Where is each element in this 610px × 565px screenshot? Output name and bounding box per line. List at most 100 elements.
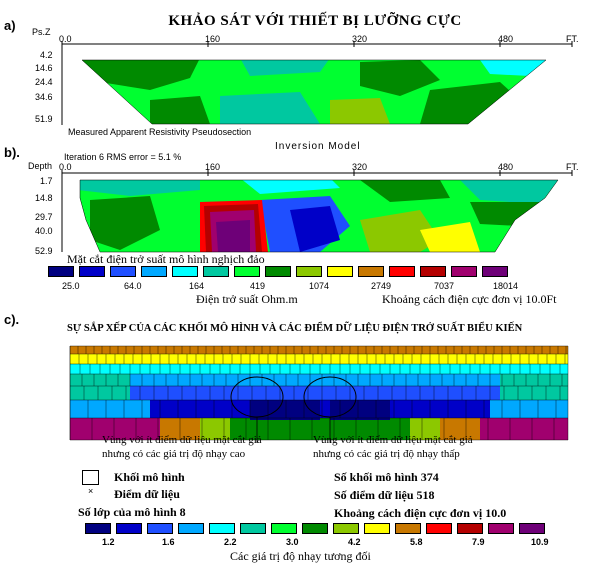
sensitivity-scale-title: Các giá trị độ nhạy tương đối	[230, 549, 371, 563]
legend-data-point: Điểm dữ liệu	[114, 487, 180, 501]
resistivity-label-8: 18014	[493, 281, 519, 291]
panel-a-depth-header: Ps.Z	[32, 27, 51, 37]
legend-model-block: Khối mô hình	[114, 470, 185, 484]
panel-c-title: SỰ SẮP XẾP CỦA CÁC KHỐI MÔ HÌNH VÀ CÁC Đ…	[67, 323, 523, 334]
resistivity-label-5: 1074	[309, 281, 330, 291]
panel-b-iteration: Iteration 6 RMS error = 5.1 %	[64, 152, 182, 162]
panel-b-xtick-1: 160	[205, 162, 221, 172]
panel-b-xunit: FT.	[566, 162, 579, 172]
annotation-left-line-2: nhưng có các giá trị độ nhạy cao	[102, 448, 246, 460]
annotation-right-line-1: Vùng với ít điểm dữ liệu mặt cắt giả	[313, 434, 473, 446]
panel-c-tag: c).	[4, 312, 20, 327]
resistivity-swatch-15	[482, 266, 508, 277]
panel-a: a) KHẢO SÁT VỚI THIẾT BỊ LƯỠNG CỰC Ps.Z …	[0, 0, 610, 140]
sensitivity-swatch-15	[519, 523, 545, 534]
sensitivity-swatch-2	[116, 523, 142, 534]
panel-c: c). SỰ SẮP XẾP CỦA CÁC KHỐI MÔ HÌNH VÀ C…	[0, 310, 610, 565]
sensitivity-swatch-8	[302, 523, 328, 534]
resistivity-label-6: 2749	[371, 281, 392, 291]
panel-a-xunit: FT.	[566, 34, 579, 44]
panel-b-title: Inversion Model	[275, 141, 361, 152]
panel-a-heatmap	[82, 60, 546, 124]
panel-b-xtick-2: 320	[352, 162, 368, 172]
panel-b-depth-3: 40.0	[35, 226, 53, 236]
resistivity-swatch-8	[265, 266, 291, 277]
sensitivity-swatch-1	[85, 523, 111, 534]
sensitivity-label-3: 2.2	[224, 537, 237, 547]
resistivity-swatch-3	[110, 266, 136, 277]
model-block-legend-icon	[82, 470, 99, 485]
panel-a-title: KHẢO SÁT VỚI THIẾT BỊ LƯỠNG CỰC	[168, 13, 462, 29]
panel-a-depth-4: 51.9	[35, 114, 53, 124]
panel-b-depth-1: 14.8	[35, 193, 53, 203]
panel-b-section-title: Mặt cắt điện trở suất mô hình nghịch đảo	[67, 252, 265, 266]
panel-a-xtick-2: 320	[352, 34, 368, 44]
sensitivity-swatch-14	[488, 523, 514, 534]
panel-a-depth-3: 34.6	[35, 92, 53, 102]
annotation-right-line-2: nhưng có các giá trị độ nhạy thấp	[313, 448, 460, 460]
spacing-label: Khoảng cách điện cực đơn vị 10.0	[334, 506, 507, 520]
sensitivity-swatch-4	[178, 523, 204, 534]
annotation-left-line-1: Vùng với ít điểm dữ liệu mặt cắt giả	[102, 434, 262, 446]
panel-a-depth-1: 14.6	[35, 63, 53, 73]
sensitivity-swatch-6	[240, 523, 266, 534]
layer-count: Số lớp của mô hình 8	[78, 505, 186, 519]
sensitivity-swatch-9	[333, 523, 359, 534]
resistivity-swatch-11	[358, 266, 384, 277]
panel-a-xtick-1: 160	[205, 34, 221, 44]
sensitivity-label-6: 5.8	[410, 537, 423, 547]
panel-a-tag: a)	[4, 18, 16, 33]
sensitivity-swatch-7	[271, 523, 297, 534]
data-point-legend-icon: ×	[88, 486, 94, 496]
panel-a-xtick-3: 480	[498, 34, 514, 44]
resistivity-swatch-9	[296, 266, 322, 277]
sensitivity-swatch-10	[364, 523, 390, 534]
panel-b-depth-0: 1.7	[40, 176, 53, 186]
resistivity-swatch-5	[172, 266, 198, 277]
sensitivity-swatch-3	[147, 523, 173, 534]
resistivity-label-7: 7037	[434, 281, 455, 291]
resistivity-label-3: 164	[189, 281, 205, 291]
sensitivity-label-1: 1.2	[102, 537, 115, 547]
panel-b-unit-label: Điện trở suất Ohm.m	[196, 292, 298, 306]
panel-b-spacing-label: Khoảng cách điện cực đơn vị 10.0Ft	[382, 292, 557, 306]
sensitivity-swatch-12	[426, 523, 452, 534]
resistivity-swatch-4	[141, 266, 167, 277]
panel-b-depth-2: 29.7	[35, 212, 53, 222]
panel-a-caption: Measured Apparent Resistivity Pseudosect…	[68, 127, 252, 137]
panel-b-depth-header: Depth	[28, 161, 53, 171]
panel-a-plot	[61, 41, 573, 125]
resistivity-label-1: 25.0	[62, 281, 80, 291]
resistivity-swatch-1	[48, 266, 74, 277]
block-count: Số khối mô hình 374	[334, 470, 439, 484]
panel-b-plot	[61, 170, 573, 253]
resistivity-label-2: 64.0	[124, 281, 142, 291]
panel-b-tag: b).	[4, 145, 20, 160]
resistivity-swatch-10	[327, 266, 353, 277]
sensitivity-swatch-13	[457, 523, 483, 534]
resistivity-swatch-6	[203, 266, 229, 277]
panel-c-model-grid	[69, 345, 569, 443]
panel-b-xtick-3: 480	[498, 162, 514, 172]
point-count: Số điểm dữ liệu 518	[334, 488, 435, 502]
resistivity-swatch-2	[79, 266, 105, 277]
sensitivity-label-5: 4.2	[348, 537, 361, 547]
panel-a-xtick-0: 0.0	[59, 34, 72, 44]
resistivity-swatch-13	[420, 266, 446, 277]
panel-b-heatmap	[80, 180, 558, 252]
panel-b-depth-4: 52.9	[35, 246, 53, 256]
sensitivity-label-2: 1.6	[162, 537, 175, 547]
sensitivity-label-4: 3.0	[286, 537, 299, 547]
resistivity-label-4: 419	[250, 281, 266, 291]
panel-a-depth-2: 24.4	[35, 77, 53, 87]
sensitivity-swatch-11	[395, 523, 421, 534]
resistivity-swatch-14	[451, 266, 477, 277]
panel-a-depth-0: 4.2	[40, 50, 53, 60]
resistivity-swatch-12	[389, 266, 415, 277]
sensitivity-label-8: 10.9	[531, 537, 549, 547]
sensitivity-swatch-5	[209, 523, 235, 534]
resistivity-swatch-7	[234, 266, 260, 277]
sensitivity-label-7: 7.9	[472, 537, 485, 547]
panel-b: b). Inversion Model Iteration 6 RMS erro…	[0, 140, 610, 310]
panel-b-xtick-0: 0.0	[59, 162, 72, 172]
